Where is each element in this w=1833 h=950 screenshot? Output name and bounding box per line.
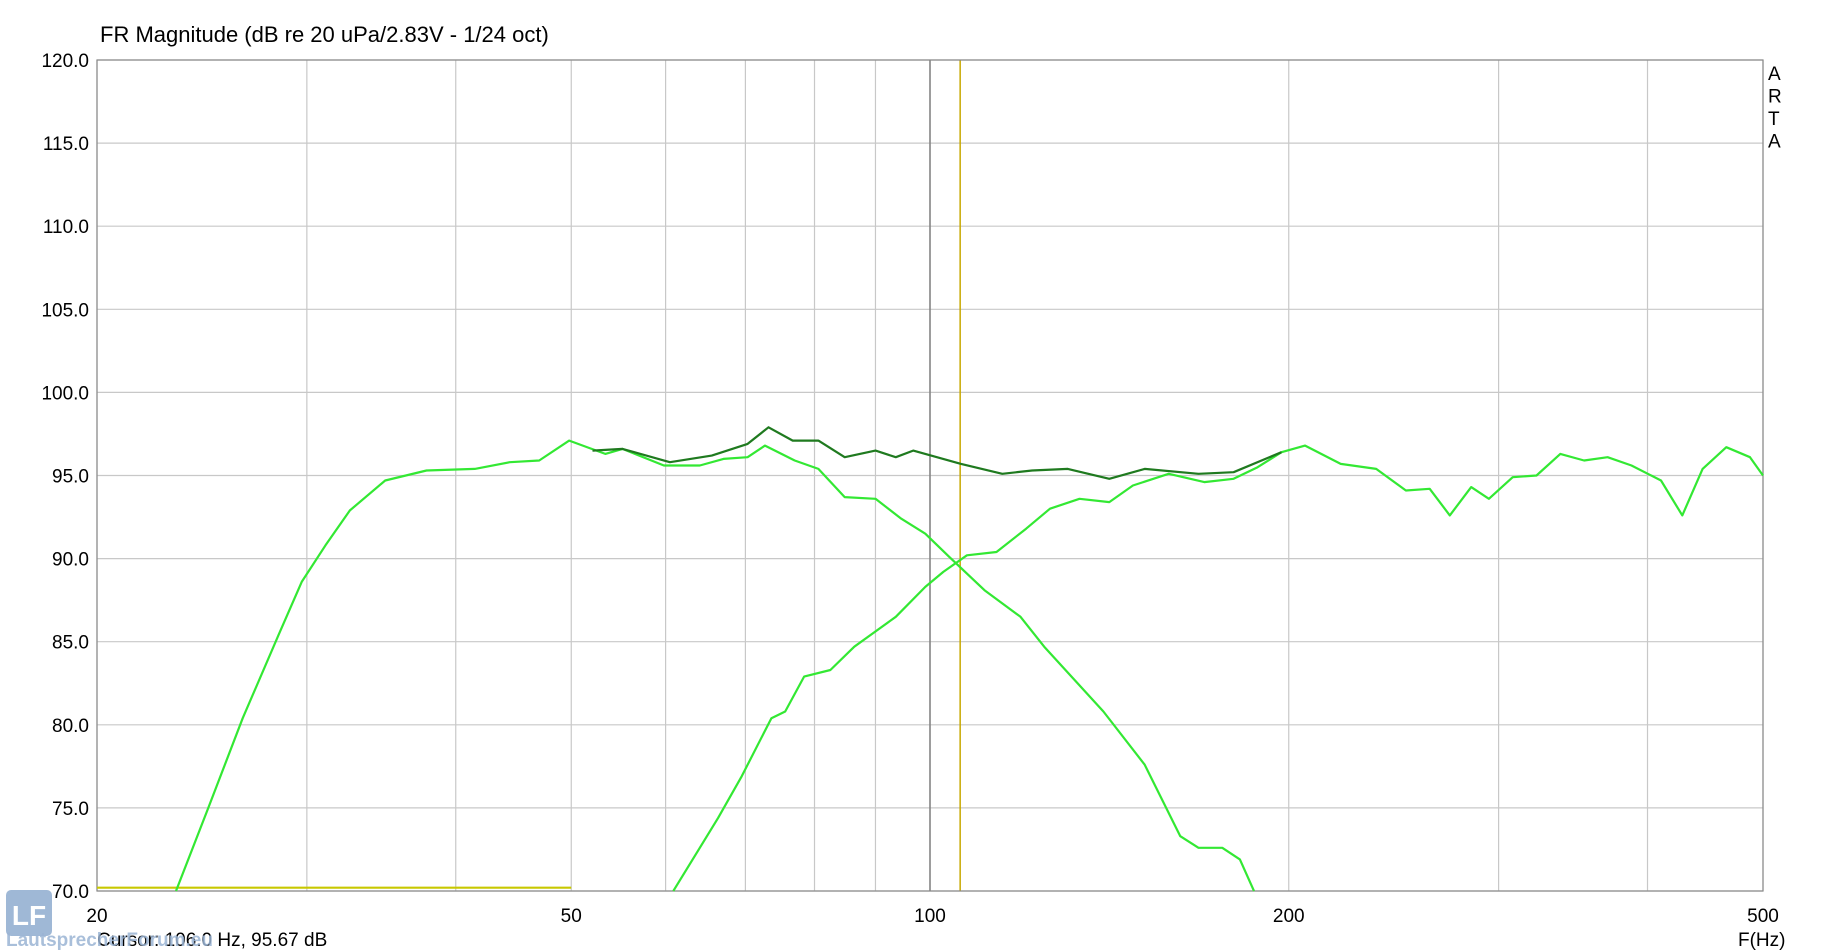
series-line [592,426,1282,480]
side-letter: A [1768,64,1781,85]
y-tick-label: 90.0 [52,550,89,571]
series-line [672,444,1764,892]
side-letter: R [1768,87,1782,108]
side-letter: A [1768,132,1781,153]
y-tick-label: 85.0 [52,633,89,654]
y-tick-label: 100.0 [41,383,89,404]
x-tick-label: 50 [561,906,582,927]
x-tick-label: 200 [1273,906,1305,927]
y-tick-label: 95.0 [52,467,89,488]
chart-title: FR Magnitude (dB re 20 uPa/2.83V - 1/24 … [100,22,549,47]
y-tick-label: 115.0 [43,134,89,155]
watermark: LautsprecherForum.eu [6,930,213,950]
logo: LF [12,900,46,931]
x-tick-label: 100 [914,906,946,927]
y-tick-label: 75.0 [52,799,89,820]
x-tick-label: 20 [86,906,107,927]
x-axis-label: F(Hz) [1738,930,1785,950]
side-letter: T [1768,109,1780,130]
y-tick-label: 80.0 [52,716,89,737]
logo-box [6,890,52,936]
x-tick-label: 500 [1747,906,1779,927]
y-tick-label: 110.0 [43,217,89,238]
series-line [174,439,1256,892]
y-tick-label: 70.0 [52,882,89,903]
y-tick-label: 120.0 [41,51,89,72]
cursor-readout: Cursor: 106.0 Hz, 95.67 dB [97,930,327,950]
y-tick-label: 105.0 [41,300,89,321]
